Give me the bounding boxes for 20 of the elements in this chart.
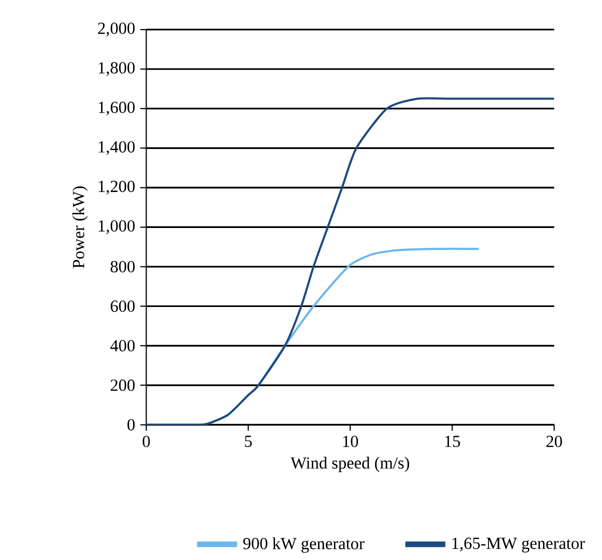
y-tick-label: 1,200 — [98, 180, 135, 195]
x-tick-label: 0 — [142, 436, 150, 448]
y-tick-label: 200 — [110, 380, 135, 392]
x-tick-label: 10 — [343, 436, 358, 448]
y-tick-label: 0 — [128, 419, 135, 431]
y-tick-label: 1,000 — [98, 220, 135, 234]
x-axis-title: Wind speed (m/s) — [290, 456, 410, 472]
y-tick-label: 600 — [110, 300, 135, 312]
y-tick-label: 400 — [110, 340, 135, 352]
y-tick-label: 800 — [110, 261, 135, 272]
legend-label: 900 kW generator — [243, 537, 364, 553]
y-tick-label: 1,400 — [98, 141, 135, 156]
legend-label: 1,65-MW generator — [452, 538, 585, 553]
x-tick-label: 15 — [445, 436, 460, 448]
y-tick-label: 2,000 — [98, 22, 135, 37]
x-tick-label: 20 — [546, 436, 562, 448]
x-tick-label: 5 — [245, 436, 252, 448]
y-tick-label: 1,600 — [98, 102, 135, 116]
y-tick-label: 1,800 — [98, 62, 135, 76]
y-axis-title: Power (kW) — [72, 186, 88, 268]
